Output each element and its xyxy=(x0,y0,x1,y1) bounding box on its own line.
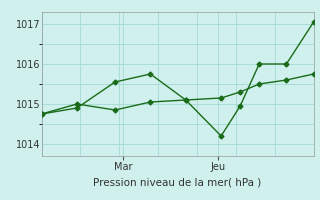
X-axis label: Pression niveau de la mer( hPa ): Pression niveau de la mer( hPa ) xyxy=(93,177,262,187)
